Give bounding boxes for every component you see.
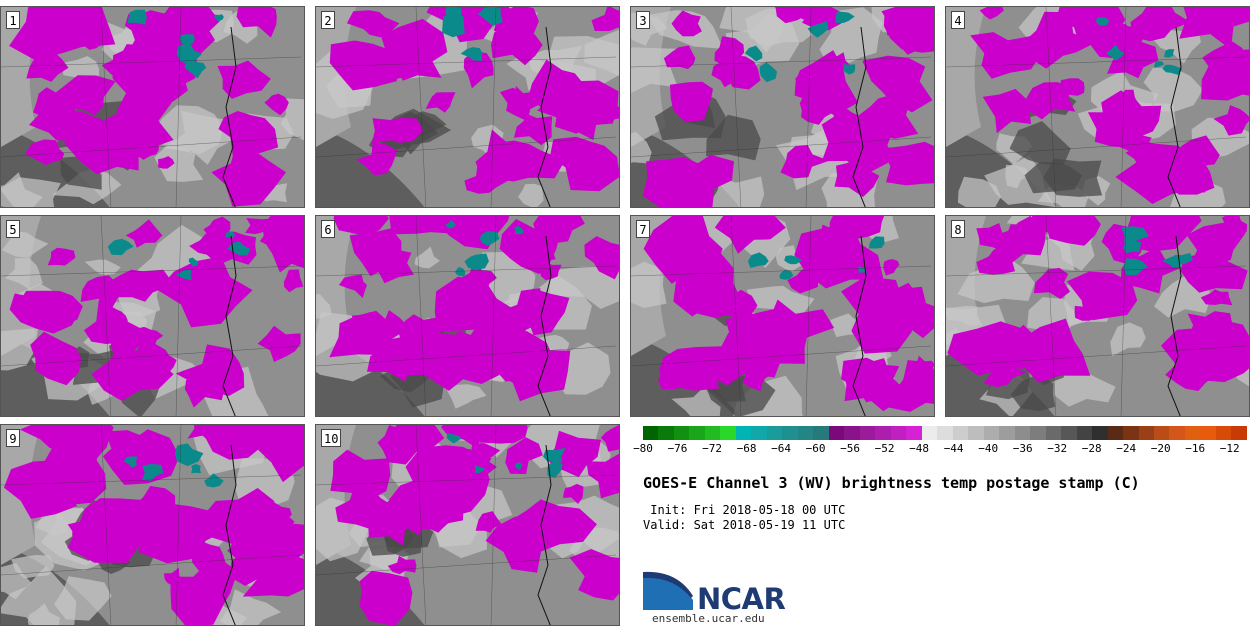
panel-number: 2 (321, 11, 335, 29)
colorbar-cell (1169, 426, 1185, 440)
colorbar-tick-label: −76 (667, 442, 688, 455)
panel-5: 5 (0, 215, 305, 417)
colorbar-tick-label: −52 (874, 442, 895, 455)
panel-8: 8 (945, 215, 1250, 417)
colorbar-cell (658, 426, 674, 440)
figure-title: GOES-E Channel 3 (WV) brightness temp po… (643, 474, 1140, 492)
ncar-logo-text: NCAR (697, 582, 786, 616)
colorbar-tick-label: −24 (1116, 442, 1137, 455)
colorbar-cell (1231, 426, 1247, 440)
wv-map-2 (316, 7, 619, 207)
colorbar-cell (1153, 426, 1170, 440)
panel-number: 3 (636, 11, 650, 29)
panel-7: 7 (630, 215, 935, 417)
colorbar-cell (1200, 426, 1216, 440)
colorbar-cell (1076, 426, 1093, 440)
colorbar-cell (689, 426, 705, 440)
panel-2: 2 (315, 6, 620, 208)
init-time: Init: Fri 2018-05-18 00 UTC (643, 503, 846, 517)
wv-map-4 (946, 7, 1249, 207)
colorbar-tick-label: −32 (1047, 442, 1068, 455)
colorbar-cell (952, 426, 969, 440)
colorbar-tick-label: −20 (1150, 442, 1171, 455)
colorbar-cell (875, 426, 891, 440)
colorbar-tick-label: −16 (1185, 442, 1206, 455)
colorbar-tick-label: −40 (978, 442, 999, 455)
colorbar-cell (859, 426, 876, 440)
colorbar-cell (735, 426, 752, 440)
colorbar-tick-label: −28 (1081, 442, 1102, 455)
colorbar-tick-label: −56 (840, 442, 861, 455)
ncar-logo-icon (643, 571, 693, 610)
colorbar (643, 426, 1247, 440)
colorbar-cell (1045, 426, 1062, 440)
colorbar-cell (937, 426, 953, 440)
panel-number: 4 (951, 11, 965, 29)
wv-map-1 (1, 7, 304, 207)
colorbar-tick-label: −44 (943, 442, 964, 455)
panel-4: 4 (945, 6, 1250, 208)
colorbar-cell (751, 426, 767, 440)
colorbar-cell (968, 426, 984, 440)
colorbar-tick-label: −64 (771, 442, 791, 455)
colorbar-cell (1030, 426, 1046, 440)
colorbar-cell (1184, 426, 1201, 440)
panel-number: 5 (6, 220, 20, 238)
colorbar-tick-label: −12 (1219, 442, 1240, 455)
colorbar-cell (906, 426, 922, 440)
panel-3: 3 (630, 6, 935, 208)
colorbar-cell (782, 426, 798, 440)
panel-number: 9 (6, 429, 20, 447)
colorbar-cell (1061, 426, 1077, 440)
panel-10: 10 (315, 424, 620, 626)
colorbar-cell (1014, 426, 1031, 440)
website-url: ensemble.ucar.edu (652, 612, 765, 625)
colorbar-cell (1092, 426, 1108, 440)
colorbar-tick-label: −36 (1012, 442, 1033, 455)
colorbar-cell (1138, 426, 1154, 440)
wv-map-9 (1, 425, 304, 625)
colorbar-cell (1215, 426, 1232, 440)
panel-1: 1 (0, 6, 305, 208)
colorbar-cell (797, 426, 814, 440)
panel-number: 1 (6, 11, 20, 29)
colorbar-cell (643, 426, 659, 440)
colorbar-cell (1123, 426, 1139, 440)
colorbar-tick-label: −68 (736, 442, 757, 455)
wv-map-6 (316, 216, 619, 416)
valid-time: Valid: Sat 2018-05-19 11 UTC (643, 518, 846, 532)
colorbar-tick-label: −72 (702, 442, 722, 455)
colorbar-cell (828, 426, 845, 440)
panel-6: 6 (315, 215, 620, 417)
wv-map-7 (631, 216, 934, 416)
colorbar-cell (890, 426, 907, 440)
colorbar-cell (1107, 426, 1124, 440)
colorbar-cell (999, 426, 1015, 440)
wv-map-3 (631, 7, 934, 207)
colorbar-tick-label: −60 (805, 442, 826, 455)
colorbar-cell (704, 426, 721, 440)
colorbar-cell (813, 426, 829, 440)
colorbar-cell (720, 426, 736, 440)
colorbar-ticks: −80 −76 −72 −68 −64 −60 −56 −52 −48 −44 −40 −36 −32−… (633, 442, 1247, 458)
wv-map-5 (1, 216, 304, 416)
colorbar-cell (983, 426, 1000, 440)
panel-number: 10 (321, 429, 342, 447)
colorbar-cell (921, 426, 938, 440)
panel-number: 7 (636, 220, 650, 238)
colorbar-cell (766, 426, 783, 440)
panel-9: 9 (0, 424, 305, 626)
colorbar-tick-label: −48 (909, 442, 930, 455)
colorbar-cell (844, 426, 860, 440)
panel-number: 8 (951, 220, 965, 238)
wv-map-10 (316, 425, 619, 625)
wv-map-8 (946, 216, 1249, 416)
colorbar-cell (673, 426, 690, 440)
colorbar-tick-label: −80 (633, 442, 653, 455)
panel-number: 6 (321, 220, 335, 238)
